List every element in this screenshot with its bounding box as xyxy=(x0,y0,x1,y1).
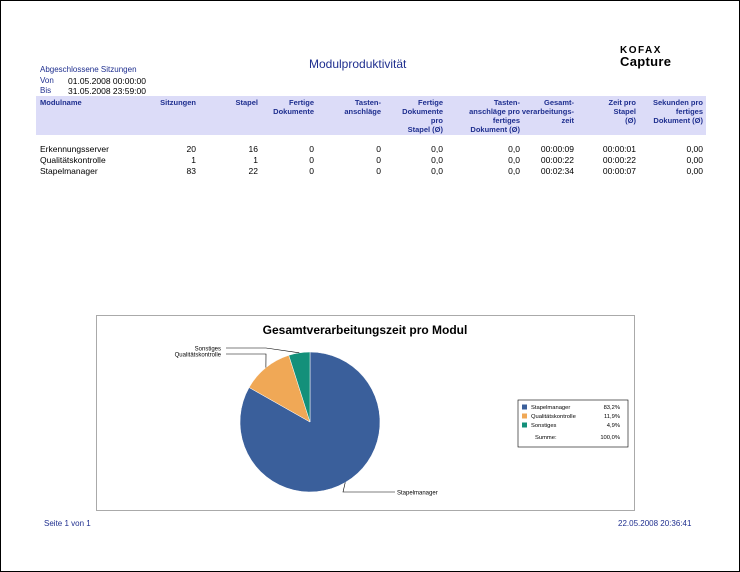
table-cell: 0,0 xyxy=(508,166,520,176)
column-header: Tasten-anschläge pro fertiges Dokument (Ø) xyxy=(469,98,520,134)
logo-bottom: Capture xyxy=(620,54,672,69)
chart-title: Gesamtverarbeitungszeit pro Modul xyxy=(263,323,468,337)
column-header: Fertige Dokumente xyxy=(273,98,314,116)
legend-label: Sonstiges xyxy=(531,423,557,429)
table-cell: 0 xyxy=(376,144,381,154)
pie-chart: Gesamtverarbeitungszeit pro Modul Stapelm… xyxy=(175,323,629,497)
callout-line xyxy=(226,347,300,354)
table-header-band xyxy=(36,96,706,135)
table-cell: 0,00 xyxy=(686,155,703,165)
legend-sum-label: Summe: xyxy=(535,435,557,441)
table-cell: 00:00:07 xyxy=(602,166,636,176)
logo-top: KOFAX xyxy=(620,45,662,56)
column-header: Stapel xyxy=(235,98,258,107)
page-number: Seite 1 von 1 xyxy=(44,519,91,528)
table-cell: 00:00:09 xyxy=(540,144,574,154)
table-cell: Erkennungsserver xyxy=(40,144,109,154)
column-header: Modulname xyxy=(40,98,82,107)
table-cell: 0,0 xyxy=(508,144,520,154)
table-cell: 20 xyxy=(186,144,196,154)
table-cell: 83 xyxy=(186,166,196,176)
from-value: 01.05.2008 00:00:00 xyxy=(68,76,146,86)
table-cell: Stapelmanager xyxy=(40,166,98,176)
table-cell: 1 xyxy=(253,155,258,165)
legend-value: 83,2% xyxy=(604,405,620,411)
slice-label: Qualitätskontrolle xyxy=(175,353,222,359)
print-timestamp: 22.05.2008 20:36:41 xyxy=(618,519,692,528)
from-label: Von xyxy=(40,76,54,85)
pie-slice xyxy=(288,351,311,423)
column-header: Sitzungen xyxy=(160,98,196,107)
legend-swatch xyxy=(522,413,527,419)
legend-label: Stapelmanager xyxy=(531,405,570,411)
column-header: Sekunden pro fertiges Dokument (Ø) xyxy=(652,98,703,125)
table-cell: 0,00 xyxy=(686,144,703,154)
table-cell: 0,0 xyxy=(508,155,520,165)
table-cell: 0,00 xyxy=(686,166,703,176)
legend-swatch xyxy=(522,422,527,428)
legend-sum-value: 100,0% xyxy=(600,435,620,441)
legend-value: 11,9% xyxy=(604,414,620,420)
table-cell: 00:00:22 xyxy=(602,155,636,165)
legend-value: 4,9% xyxy=(607,423,620,429)
table-cell: 0,0 xyxy=(431,155,443,165)
column-header: Tasten-anschläge xyxy=(344,98,381,116)
legend-box xyxy=(517,399,629,448)
table-cell: 0,0 xyxy=(431,144,443,154)
page-title: Modulproduktivität xyxy=(309,57,407,71)
chart-box: Gesamtverarbeitungszeit pro Modul Stapelm… xyxy=(96,315,635,511)
table-cell: 00:02:34 xyxy=(540,166,574,176)
column-header: Gesamt-verarbeitungs-zeit xyxy=(521,98,574,125)
table-cell: 1 xyxy=(191,155,196,165)
table-cell: 0,0 xyxy=(431,166,443,176)
table-cell: 00:00:22 xyxy=(540,155,574,165)
section-label: Abgeschlossene Sitzungen xyxy=(40,65,137,74)
callout-line xyxy=(342,482,395,493)
table-cell: 22 xyxy=(248,166,258,176)
slice-label: Stapelmanager xyxy=(397,491,438,497)
table-cell: 0 xyxy=(376,166,381,176)
to-value: 31.05.2008 23:59:00 xyxy=(68,86,146,96)
table-cell: 0 xyxy=(376,155,381,165)
table-cell: 0 xyxy=(309,166,314,176)
slice-label: Sonstiges xyxy=(195,347,221,353)
table-cell: Qualitätskontrolle xyxy=(40,155,106,165)
table-cell: 0 xyxy=(309,155,314,165)
to-label: Bis xyxy=(40,86,52,95)
legend-label: Qualitätskontrolle xyxy=(531,414,576,420)
column-header: Zeit pro Stapel (Ø) xyxy=(608,98,637,125)
table-cell: 16 xyxy=(248,144,258,154)
table-cell: 00:00:01 xyxy=(602,144,636,154)
legend-swatch xyxy=(522,404,527,410)
column-header: Fertige Dokumente pro Stapel (Ø) xyxy=(402,98,443,134)
table-cell: 0 xyxy=(309,144,314,154)
callout-line xyxy=(226,353,267,368)
